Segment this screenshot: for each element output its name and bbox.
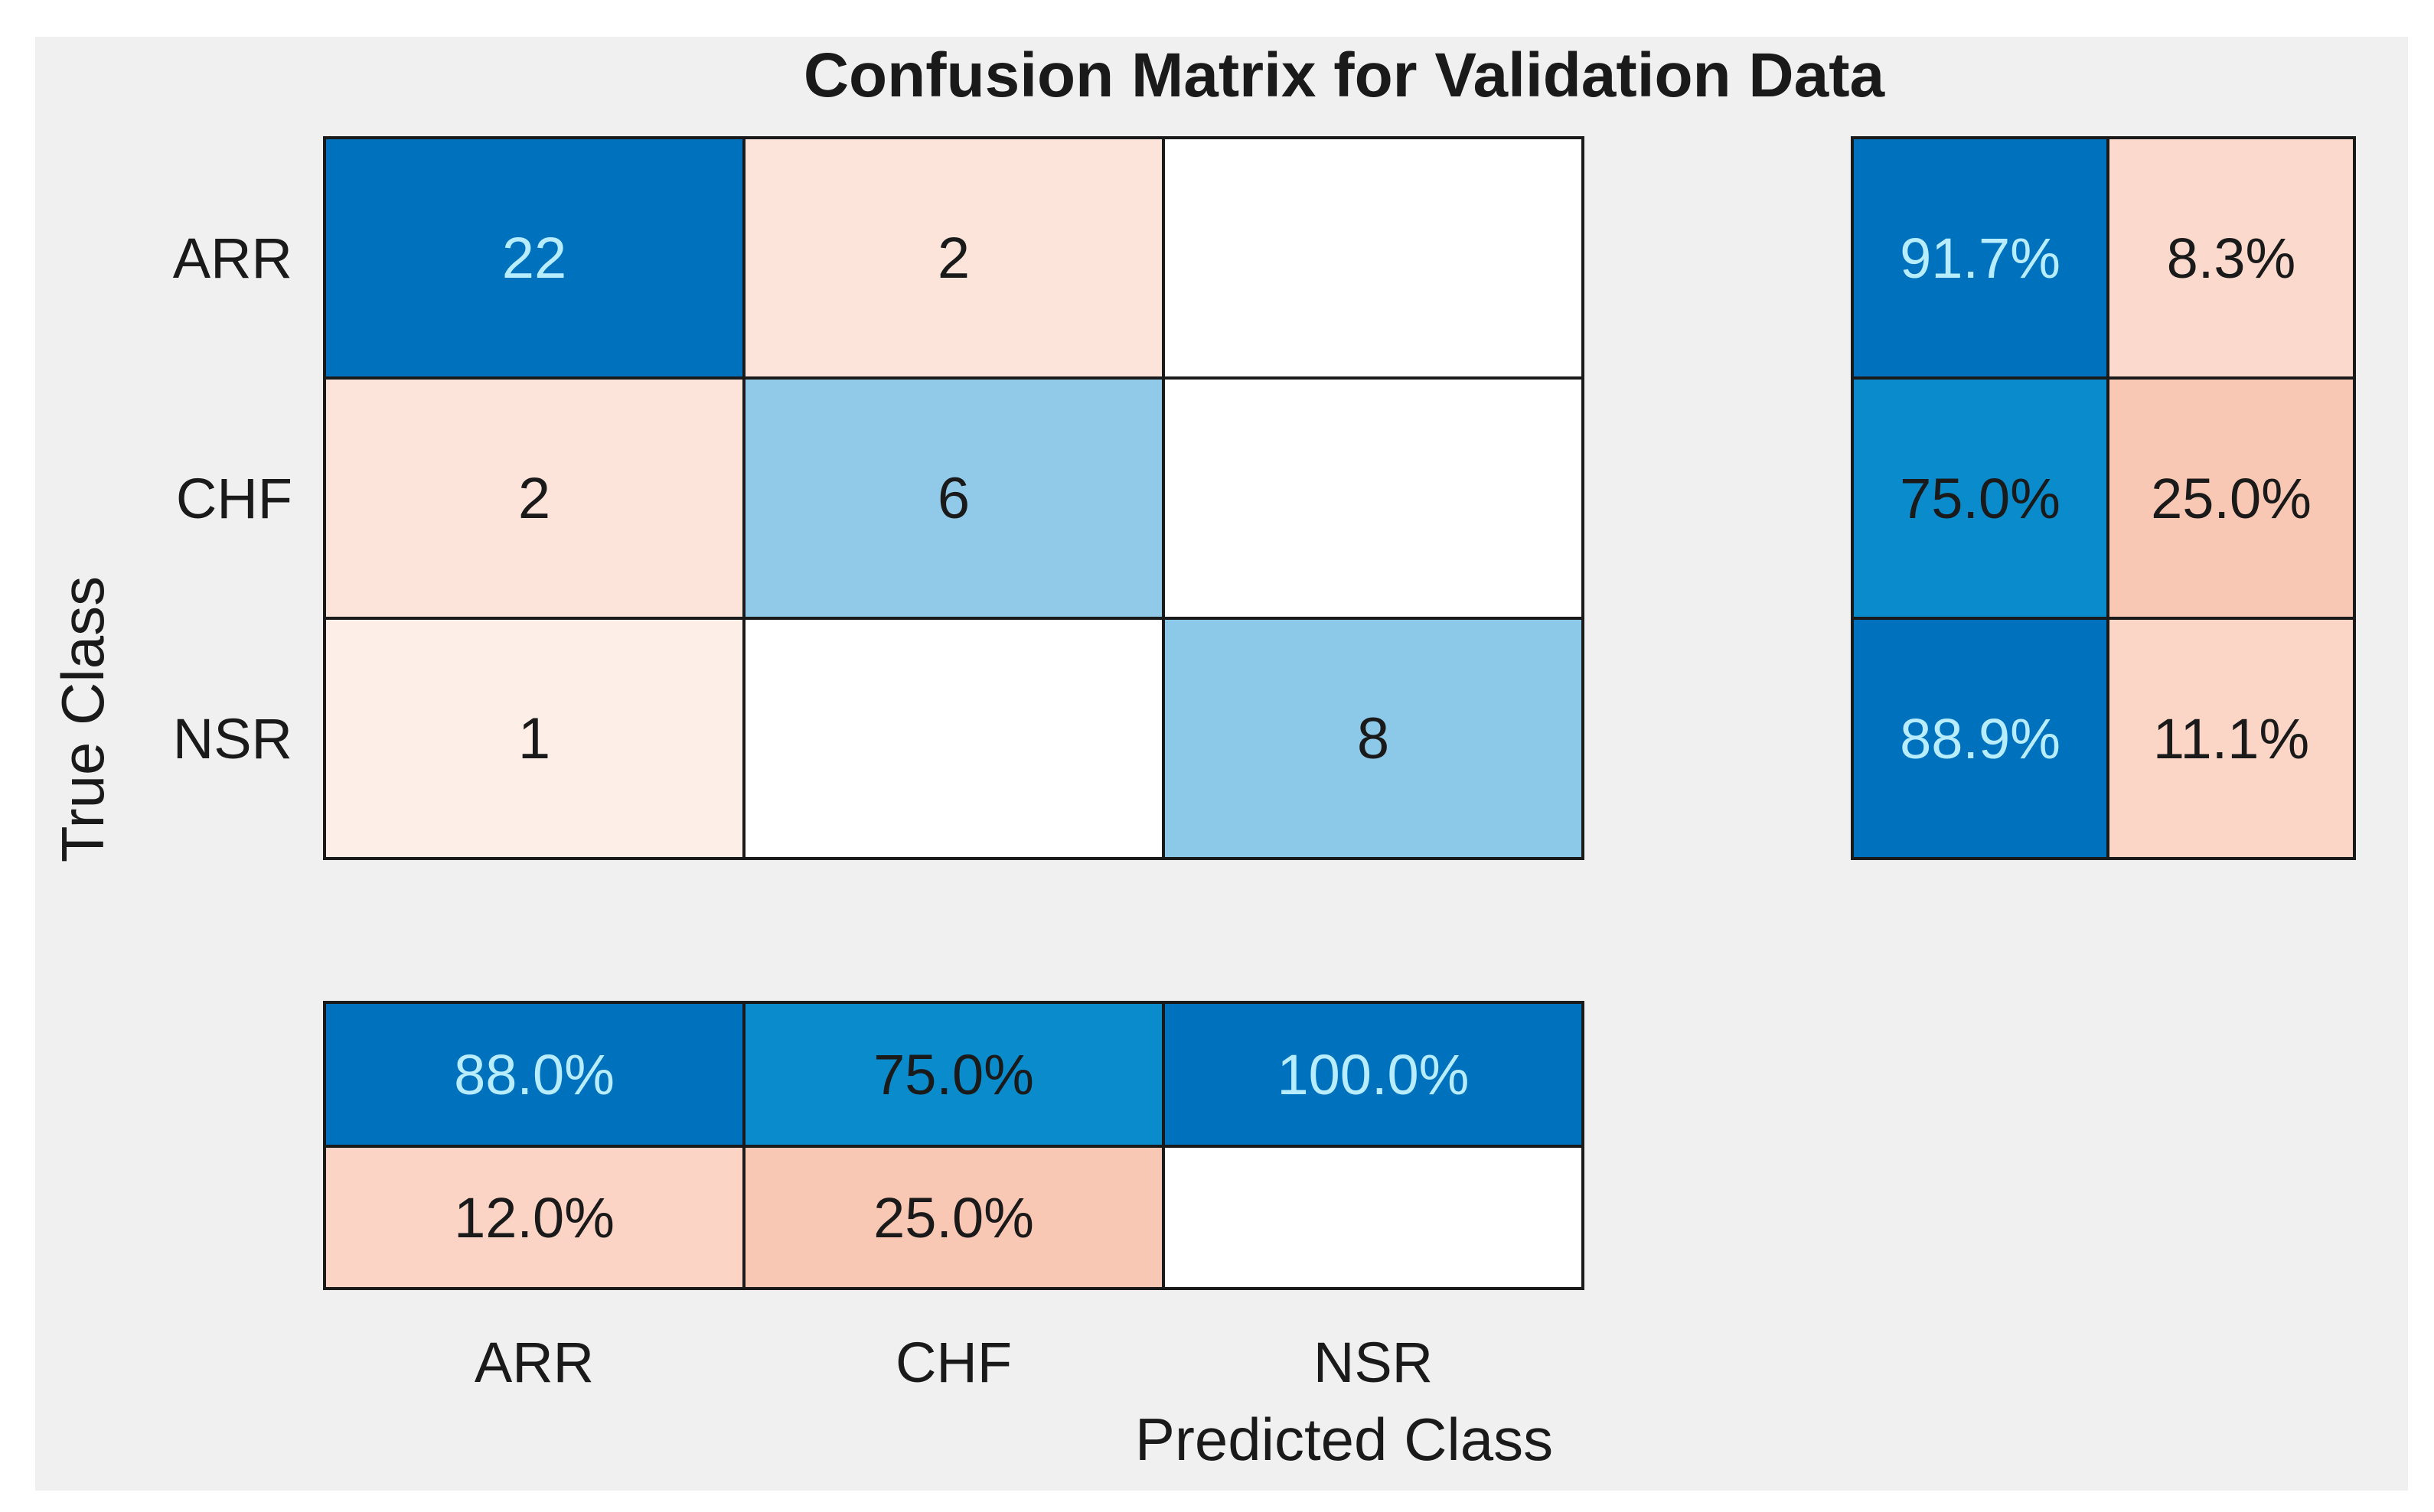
row-tick-labels: ARR CHF NSR: [173, 226, 292, 771]
row-summary-value-nsr-incorrect: 11.1%: [2153, 707, 2309, 771]
y-axis-label: True Class: [49, 576, 116, 862]
column-tick-label-nsr: NSR: [1313, 1331, 1433, 1394]
column-tick-label-chf: CHF: [896, 1331, 1012, 1394]
matrix-cell-nsr-chf: [742, 617, 1165, 860]
row-summary-value-arr-correct: 91.7%: [1900, 226, 2060, 290]
row-summary-value-nsr-correct: 88.9%: [1900, 707, 2060, 771]
matrix-value-nsr-nsr: 8: [1357, 706, 1389, 771]
matrix-value-arr-chf: 2: [938, 226, 970, 291]
row-summary-value-arr-incorrect: 8.3%: [2167, 226, 2296, 290]
row-summary-grid: 91.7% 8.3% 75.0% 25.0% 88.9% 11.1%: [1851, 136, 2356, 860]
column-tick-label-arr: ARR: [475, 1331, 594, 1394]
column-summary-value-nsr-correct: 100.0%: [1277, 1043, 1470, 1106]
row-summary-cell-arr-correct: [1851, 136, 2109, 380]
column-tick-labels: ARR CHF NSR: [475, 1331, 1433, 1394]
matrix-value-chf-arr: 2: [518, 466, 550, 531]
row-summary-cell-nsr-incorrect: [2106, 617, 2356, 860]
row-summary-cell-arr-incorrect: [2106, 136, 2356, 380]
row-summary-value-chf-incorrect: 25.0%: [2151, 467, 2312, 530]
column-summary-value-arr-incorrect: 12.0%: [454, 1186, 615, 1250]
matrix-cell-chf-nsr: [1162, 376, 1584, 620]
matrix-value-nsr-arr: 1: [518, 706, 550, 771]
column-summary-value-arr-correct: 88.0%: [454, 1043, 615, 1106]
matrix-cell-nsr-nsr: [1162, 617, 1584, 860]
column-summary-cell-arr-incorrect: [323, 1145, 746, 1290]
column-summary-cell-nsr-correct: [1162, 1001, 1584, 1148]
column-summary-value-chf-correct: 75.0%: [873, 1043, 1034, 1106]
matrix-cell-chf-arr: [323, 376, 746, 620]
column-summary-grid: 88.0% 12.0% 75.0% 25.0% 100.0%: [323, 1001, 1584, 1290]
column-summary-cell-arr-correct: [323, 1001, 746, 1148]
matrix-value-chf-chf: 6: [938, 466, 970, 531]
row-summary-cell-nsr-correct: [1851, 617, 2109, 860]
chart-title: Confusion Matrix for Validation Data: [804, 41, 1886, 110]
matrix-cell-nsr-arr: [323, 617, 746, 860]
matrix-cell-chf-chf: [742, 376, 1165, 620]
row-tick-label-nsr: NSR: [173, 707, 292, 771]
confusion-matrix-grid: 22 22 61 8: [323, 136, 1584, 860]
row-tick-label-arr: ARR: [173, 226, 292, 290]
column-summary-value-chf-incorrect: 25.0%: [873, 1186, 1034, 1250]
matrix-cell-arr-nsr: [1162, 136, 1584, 380]
x-axis-label: Predicted Class: [1135, 1406, 1553, 1473]
row-summary-cell-chf-incorrect: [2106, 376, 2356, 620]
row-tick-label-chf: CHF: [176, 467, 292, 530]
column-summary-cell-nsr-incorrect: [1162, 1145, 1584, 1290]
matrix-value-arr-arr: 22: [502, 226, 567, 291]
row-summary-value-chf-correct: 75.0%: [1900, 467, 2060, 530]
